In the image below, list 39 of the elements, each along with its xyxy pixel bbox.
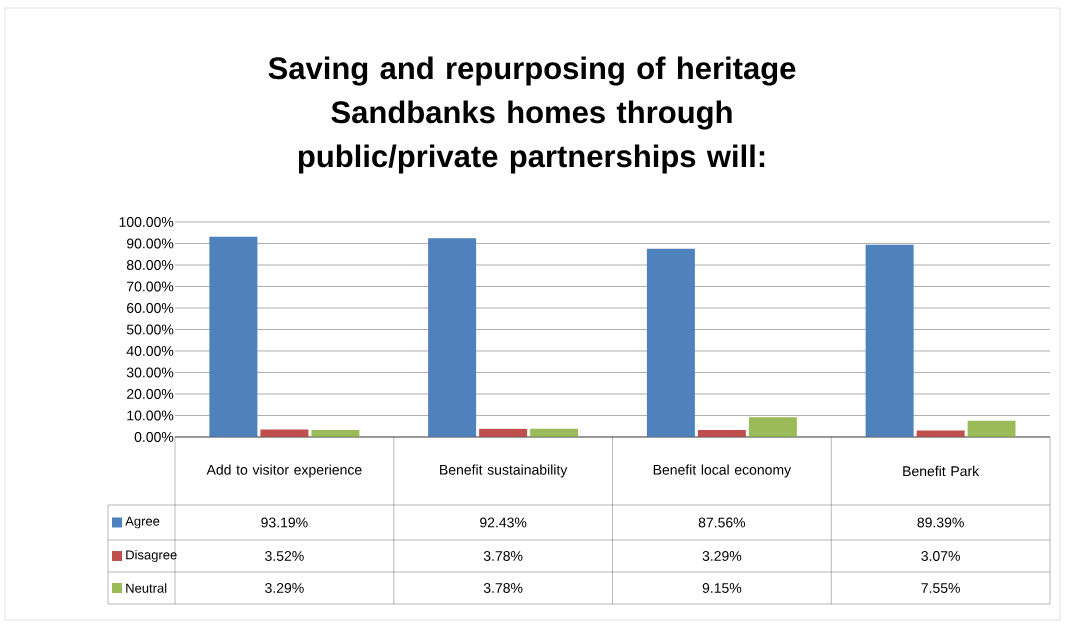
y-tick-label: 60.00%	[127, 303, 174, 313]
data-label: 3.29%	[265, 583, 304, 593]
bar	[748, 417, 797, 437]
y-tick-label: 90.00%	[126, 238, 174, 249]
y-tick-label: 20.00%	[127, 389, 174, 399]
data-label: 3.78%	[483, 583, 523, 593]
x-tick-label: Benefit sustainability	[440, 464, 568, 478]
legend-label: Agree	[125, 516, 160, 529]
bar	[967, 420, 1016, 437]
data-label: 3.07%	[921, 551, 960, 561]
data-label: 7.55%	[921, 583, 960, 593]
legend-label: Neutral	[126, 583, 167, 593]
data-label: 92.43%	[480, 517, 527, 528]
bar	[916, 430, 965, 437]
bar	[209, 236, 258, 437]
data-label: 3.29%	[702, 551, 742, 561]
x-tick-label: Add to visitor experience	[206, 464, 362, 478]
y-tick-label: 30.00%	[126, 367, 174, 378]
bar	[865, 244, 914, 437]
chart-title: Saving and repurposing of heritage Sandbanks homes through public/private partnerships will:	[268, 56, 796, 174]
y-tick-label: 40.00%	[126, 346, 174, 356]
x-tick-label: Benefit local economy	[653, 464, 792, 478]
bar	[260, 429, 309, 437]
y-tick-label: 0.00%	[134, 432, 174, 442]
data-label: 87.56%	[698, 517, 746, 528]
y-tick-label: 50.00%	[126, 324, 174, 335]
y-tick-label: 80.00%	[126, 260, 174, 270]
x-tick-label: Benefit Park	[903, 465, 980, 477]
bar	[646, 248, 695, 437]
data-label: 89.39%	[917, 517, 964, 528]
data-label: 93.19%	[261, 517, 308, 528]
data-label: 9.15%	[702, 583, 742, 593]
y-tick-label: 70.00%	[127, 281, 174, 292]
y-tick-label: 100.00%	[119, 217, 174, 227]
legend-label: Disagree	[126, 549, 177, 563]
y-tick-label: 10.00%	[127, 410, 174, 421]
data-label: 3.52%	[265, 551, 304, 561]
data-label: 3.78%	[483, 551, 523, 561]
bar	[428, 238, 477, 437]
